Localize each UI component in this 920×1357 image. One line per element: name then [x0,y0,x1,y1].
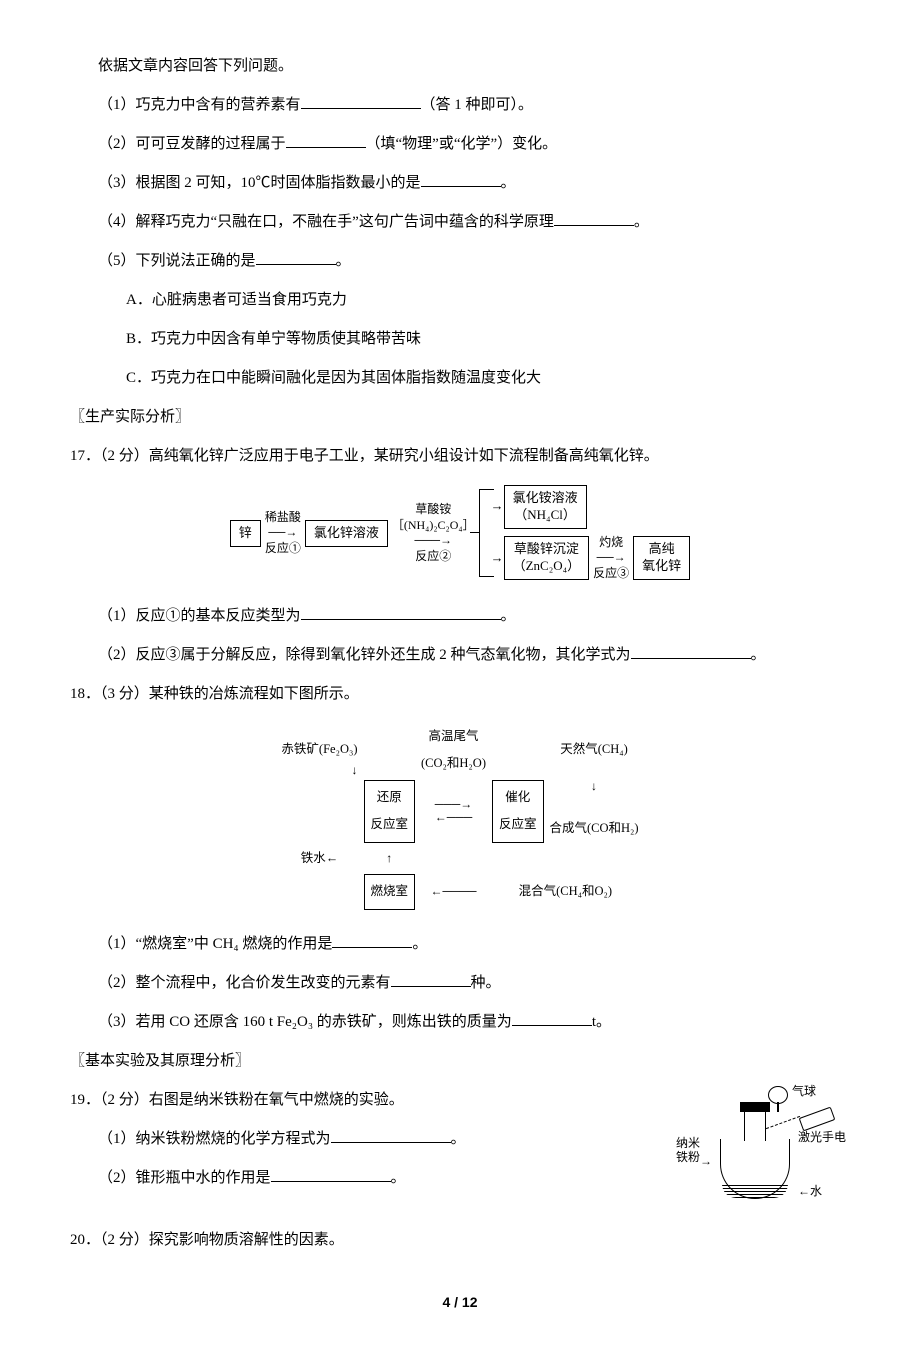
opt-c: C．巧克力在口中能瞬间融化是因为其固体脂指数随温度变化大 [70,362,850,395]
intro-text: 依据文章内容回答下列问题。 [70,50,850,83]
q18-flow-diagram: 赤铁矿(Fe₂O₃) ↓ 高温尾气 (CO₂和H₂O) 天然气(CH₄) 还原 … [70,723,850,910]
q17-p1: （1）反应①的基本反应类型为 。 [70,600,850,633]
arrow-top: 草酸铵 [392,502,475,518]
lab-hematite: 赤铁矿(Fe₂O₃) [281,736,357,764]
blank [421,172,501,187]
q-pre-5: （5）下列说法正确的是 。 [70,245,850,278]
text: （5）下列说法正确的是 [98,253,256,269]
blank [631,644,751,659]
text: 高温尾气 [421,723,486,751]
q18-p1: （1）“燃烧室”中 CH₄ 燃烧的作用是 。 [70,928,850,961]
text: t。 [592,1014,611,1030]
flow-node-zn: 锌 [230,520,261,547]
flow-node-nh4cl: 氯化铵溶液 （NH₄Cl） [504,485,587,529]
q-pre-1: （1）巧克力中含有的营养素有 （答 1 种即可）。 [70,89,850,122]
q18-p3: （3）若用 CO 还原含 160 t Fe₂O₃ 的赤铁矿，则炼出铁的质量为 t。 [70,1006,850,1039]
text: （4）解释巧克力“只融在口，不融在手”这句广告词中蕴含的科学原理 [98,214,554,230]
label-torch: 激光手电 [798,1130,846,1144]
q-pre-4: （4）解释巧克力“只融在口，不融在手”这句广告词中蕴含的科学原理 。 [70,206,850,239]
q19-p2: （2）锥形瓶中水的作用是 。 [70,1162,650,1195]
text: （ZnC₂O₄） [513,558,581,575]
text: （2）整个流程中，化合价发生改变的元素有 [98,975,391,991]
blank [331,1128,451,1143]
lab-syngas: 合成气(CO和H₂) [550,815,639,843]
text: （1）纳米铁粉燃烧的化学方程式为 [98,1131,331,1147]
text: 种。 [471,975,501,991]
flow-arrow-1: 稀盐酸 ──→ 反应① [261,510,305,557]
q17-stem: 17．（2 分）高纯氧化锌广泛应用于电子工业，某研究小组设计如下流程制备高纯氧化… [70,440,850,473]
blank [256,250,336,265]
arrow-top: 稀盐酸 [265,510,301,526]
lab-ch4: 天然气(CH₄) [550,736,639,764]
text: 。 [501,175,516,191]
flow-arrow-3: 灼烧 ──→ 反应③ [589,535,633,582]
q19-stem: 19．（2 分）右图是纳米铁粉在氧气中燃烧的实验。 [70,1084,650,1117]
blank [301,94,421,109]
text: （1）巧克力中含有的营养素有 [98,97,301,113]
arrow-top: 灼烧 [593,535,629,551]
flow-node-zno: 高纯 氧化锌 [633,536,690,580]
flow-node-zncl2: 氯化锌溶液 [305,520,388,547]
q-pre-3: （3）根据图 2 可知，10℃时固体脂指数最小的是 。 [70,167,850,200]
box-reduction: 还原 反应室 [364,780,416,843]
arrow-right: ───→←─── [421,798,486,824]
text: （答 1 种即可）。 [421,97,534,113]
text: （2）反应③属于分解反应，除得到氧化锌外还生成 2 种气态氧化物，其化学式为 [98,647,631,663]
text: （3）根据图 2 可知，10℃时固体脂指数最小的是 [98,175,421,191]
label-balloon: 气球 [792,1084,816,1098]
flow-node-znc2o4: 草酸锌沉淀 （ZnC₂O₄） [504,536,590,580]
blank [271,1167,391,1182]
torch-icon [799,1106,836,1131]
box-catalysis: 催化 反应室 [492,780,544,843]
blank [391,972,471,987]
lab-mixgas: 混合气(CH₄和O₂) [492,878,639,906]
text: （1）反应①的基本反应类型为 [98,608,301,624]
text: 。 [391,1170,406,1186]
text: （NH₄Cl） [513,507,578,524]
box-combustion: 燃烧室 [364,874,416,910]
q-pre-2: （2）可可豆发酵的过程属于 （填“物理”或“化学”）变化。 [70,128,850,161]
text: （3）若用 CO 还原含 160 t Fe₂O₃ 的赤铁矿，则炼出铁的质量为 [98,1014,512,1030]
text: 。 [634,214,649,230]
section-heading-2: 〖基本实验及其原理分析〗 [70,1045,850,1078]
arrow-bot: 反应③ [593,566,629,582]
label-powder: 纳米 铁粉 [676,1136,700,1165]
text: 。 [751,647,766,663]
blank [554,211,634,226]
arrow-mid: ［(NH₄)₂C₂O₄］ [392,518,475,534]
lab-tailgas: 高温尾气 (CO₂和H₂O) [421,723,486,778]
label-water: ←水 [798,1184,822,1198]
section-heading-1: 〖生产实际分析〗 [70,401,850,434]
text: （2）锥形瓶中水的作用是 [98,1170,271,1186]
arrow-bot: 反应① [265,541,301,557]
q18-p2: （2）整个流程中，化合价发生改变的元素有 种。 [70,967,850,1000]
arrow-bot: 反应② [392,549,475,565]
q19-p1: （1）纳米铁粉燃烧的化学方程式为 。 [70,1123,650,1156]
q17-p2: （2）反应③属于分解反应，除得到氧化锌外还生成 2 种气态氧化物，其化学式为 。 [70,639,850,672]
text: 。 [336,253,351,269]
text: （填“物理”或“化学”）变化。 [366,136,558,152]
blank [332,933,412,948]
q18-stem: 18．（3 分）某种铁的冶炼流程如下图所示。 [70,678,850,711]
text: 。 [501,608,516,624]
text: 氯化铵溶液 [513,490,578,507]
q20-stem: 20．（2 分）探究影响物质溶解性的因素。 [70,1224,850,1257]
blank [301,605,501,620]
lab-ironwater: 铁水← [281,845,357,873]
flow-arrow-2: 草酸铵 ［(NH₄)₂C₂O₄］ ───→ 反应② [388,502,479,564]
text: 草酸锌沉淀 [513,541,581,558]
opt-a: A．心脏病患者可适当食用巧克力 [70,284,850,317]
q17-flow-diagram: 锌 稀盐酸 ──→ 反应① 氯化锌溶液 草酸铵 ［(NH₄)₂C₂O₄］ ───… [70,485,850,582]
text: 。 [451,1131,466,1147]
q19-figure: 气球 激光手电 纳米 铁粉 → ←水 [670,1084,850,1224]
opt-b: B．巧克力中因含有单宁等物质使其略带苦味 [70,323,850,356]
blank [286,133,366,148]
text: (CO₂和H₂O) [421,750,486,778]
text: （2）可可豆发酵的过程属于 [98,136,286,152]
text: 。 [412,936,427,952]
blank [512,1011,592,1026]
text: （1）“燃烧室”中 CH₄ 燃烧的作用是 [98,936,332,952]
